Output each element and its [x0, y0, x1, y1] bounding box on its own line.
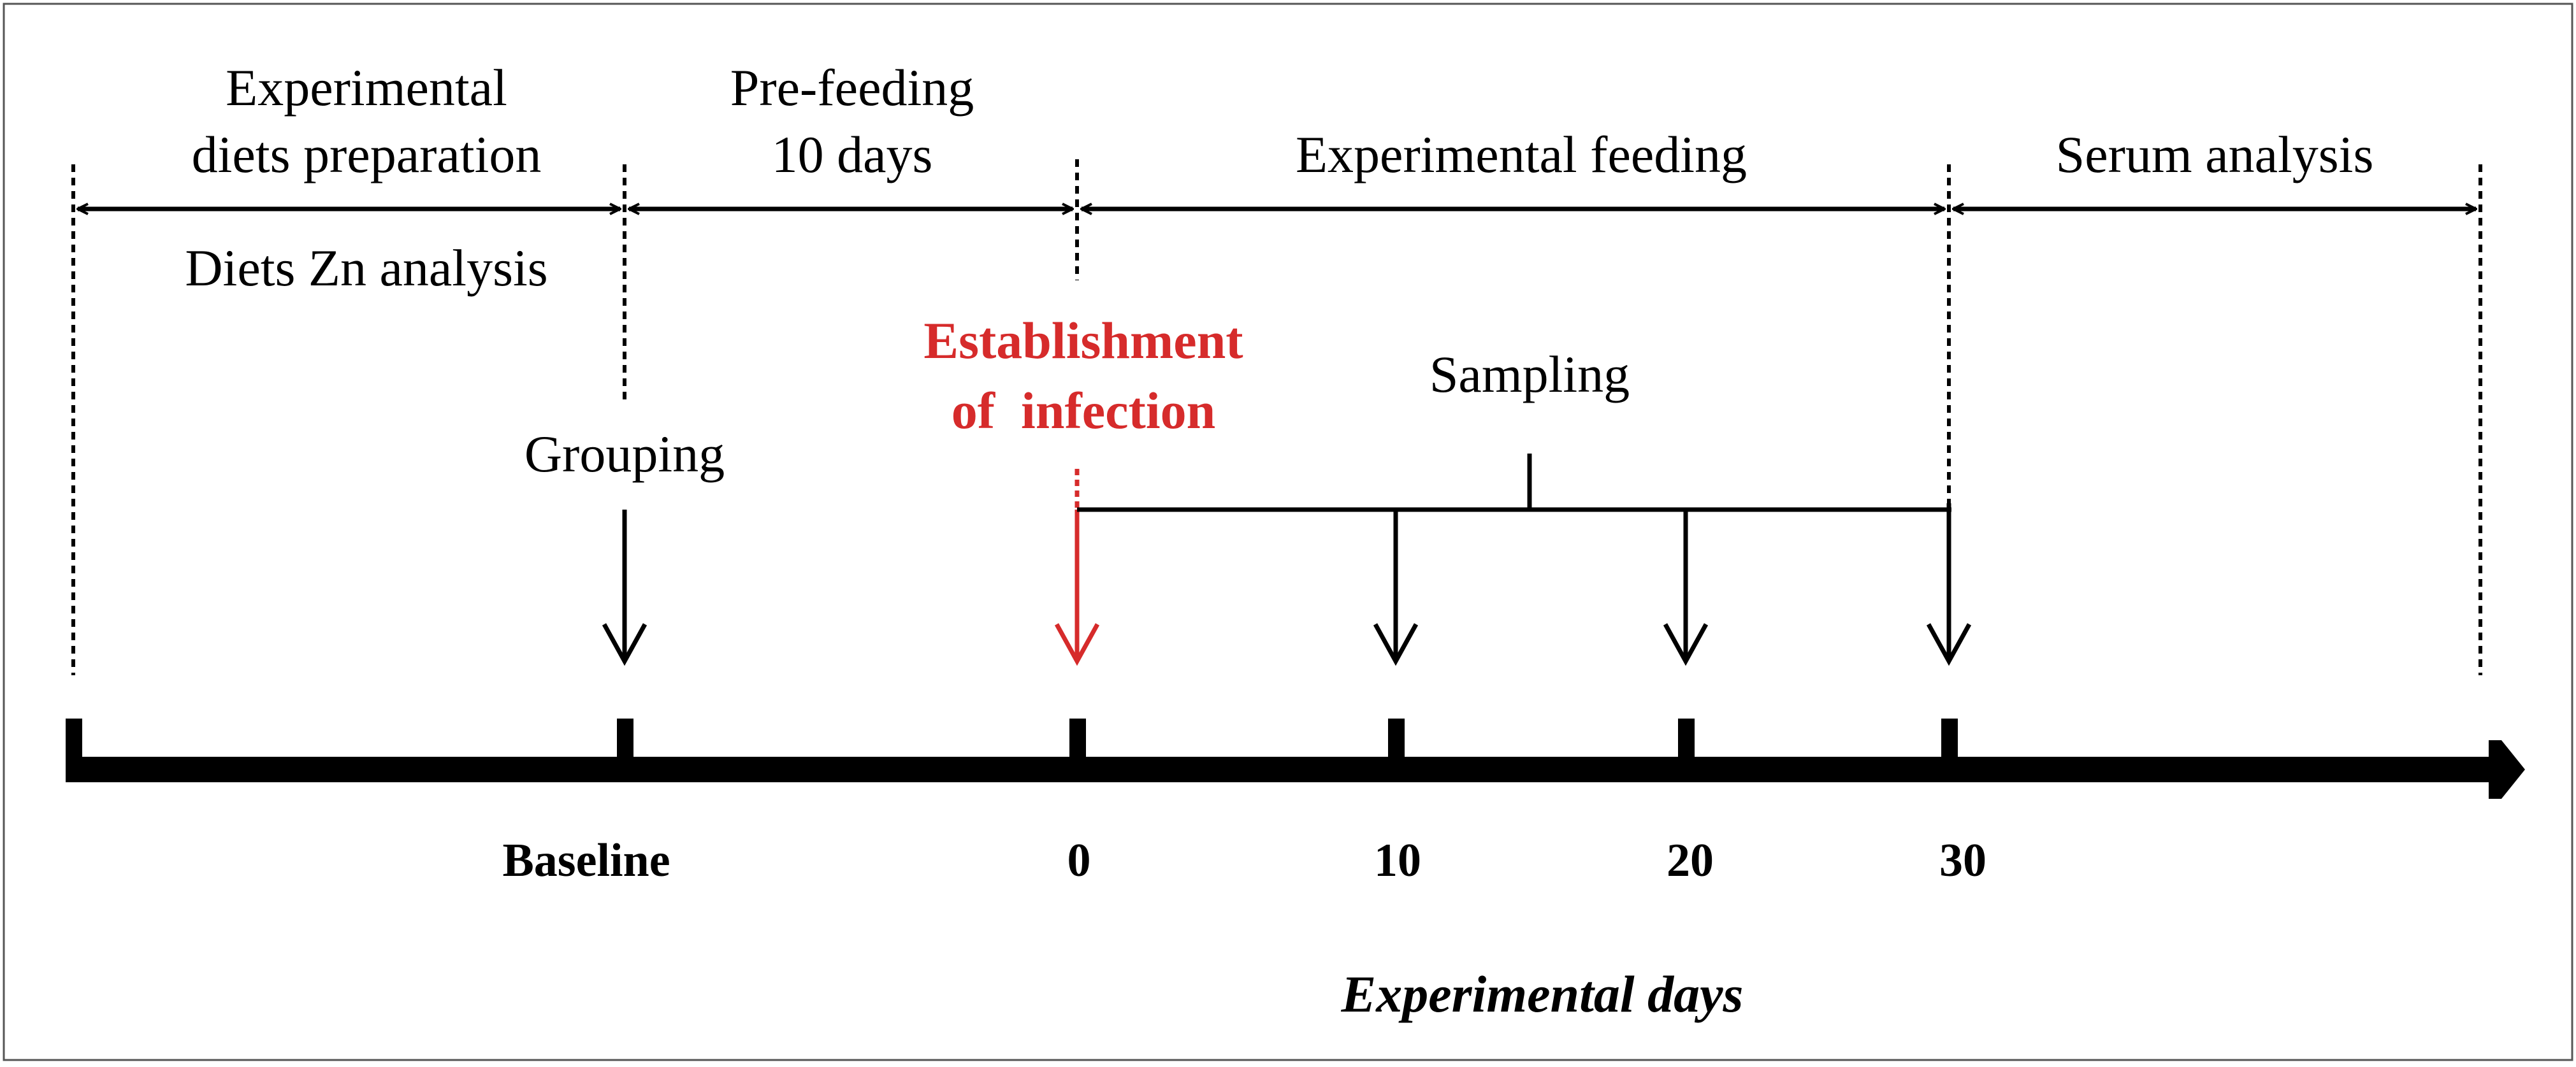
infection-label-line1: Establishment — [923, 312, 1243, 369]
time-axis-bar — [66, 757, 2513, 782]
preparation-label-line1: Experimental — [226, 59, 507, 117]
grouping-label: Grouping — [525, 425, 725, 483]
sampling-arrow-day20 — [1663, 510, 1709, 666]
infection-arrow — [1054, 469, 1100, 666]
zn-analysis-label: Diets Zn analysis — [185, 239, 547, 297]
axis-tick-10 — [1388, 719, 1405, 782]
sampling-arrow-day10 — [1373, 510, 1419, 666]
tick-label-10: 10 — [1374, 834, 1421, 887]
diagram-frame — [3, 3, 2573, 1061]
prefeeding-label-line2: 10 days — [772, 125, 933, 183]
axis-tick-20 — [1678, 719, 1695, 782]
time-axis — [66, 719, 2525, 799]
sampling-bracket — [1077, 454, 1951, 512]
axis-title: Experimental days — [1341, 965, 1744, 1023]
axis-tick-30 — [1941, 719, 1958, 782]
serum-label: Serum analysis — [2056, 125, 2374, 183]
prefeeding-label-line1: Pre-feeding — [730, 59, 974, 117]
infection-label-line2: of infection — [952, 382, 1215, 440]
grouping-arrow — [602, 510, 648, 666]
sampling-arrow-day30 — [1926, 503, 1972, 666]
preparation-label-line2: diets preparation — [192, 125, 542, 183]
feeding-label: Experimental feeding — [1296, 125, 1747, 183]
tick-label-30: 30 — [1939, 834, 1986, 887]
tick-label-20: 20 — [1667, 834, 1714, 887]
axis-tick-baseline — [617, 719, 633, 782]
sampling-label: Sampling — [1429, 345, 1630, 403]
tick-label-0: 0 — [1067, 834, 1091, 887]
axis-tick-start — [66, 719, 82, 782]
tick-label-baseline: Baseline — [502, 834, 670, 887]
axis-tick-0 — [1069, 719, 1086, 782]
time-axis-arrowhead — [2489, 740, 2525, 799]
